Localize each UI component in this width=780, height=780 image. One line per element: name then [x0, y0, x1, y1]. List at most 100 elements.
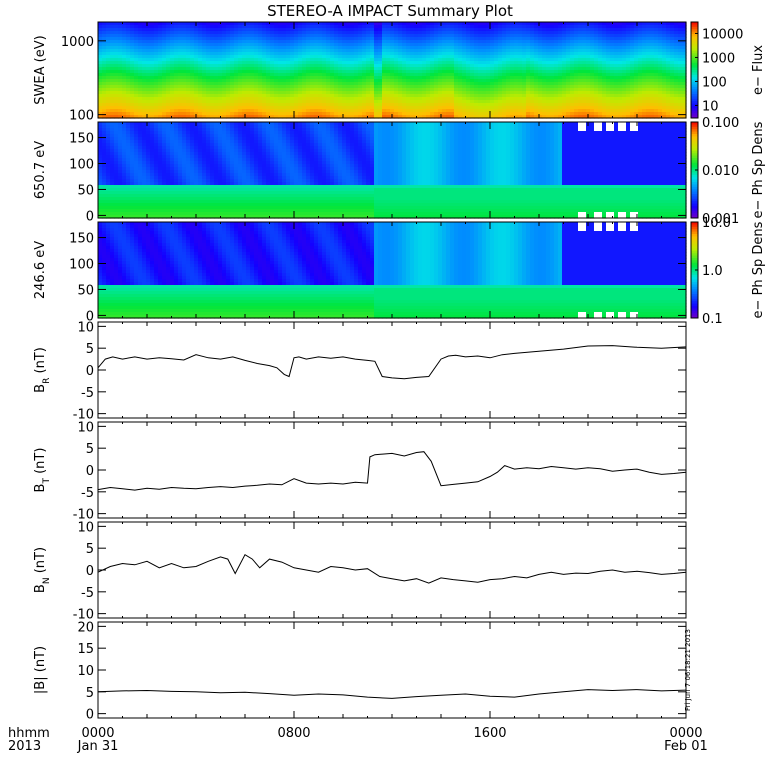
- heat-cell: [558, 103, 563, 107]
- heat-cell: [358, 94, 363, 98]
- heat-cell: [582, 88, 587, 92]
- heat-cell: [358, 115, 363, 119]
- heat-cell: [646, 28, 651, 32]
- heat-cell: [410, 103, 415, 107]
- heat-cell: [158, 85, 163, 89]
- heat-cell: [114, 112, 119, 116]
- heat-cell: [170, 43, 175, 47]
- heat-cell: [642, 97, 647, 101]
- heat-cell: [410, 76, 415, 80]
- heat-cell: [530, 22, 535, 26]
- heat-cell: [534, 109, 539, 113]
- heat-cell: [478, 88, 483, 92]
- heat-cell: [110, 34, 115, 38]
- heat-cell: [374, 76, 379, 80]
- heat-cell: [658, 79, 663, 83]
- heat-cell: [490, 40, 495, 44]
- heat-cell: [106, 143, 111, 147]
- heat-cell: [230, 76, 235, 80]
- heat-cell: [150, 61, 155, 65]
- heat-cell: [362, 61, 367, 65]
- heat-cell: [638, 109, 643, 113]
- heat-cell: [182, 73, 187, 77]
- heat-cell: [570, 34, 575, 38]
- heat-cell: [306, 58, 311, 62]
- heat-cell: [654, 100, 659, 104]
- heat-cell: [590, 79, 595, 83]
- heat-cell: [426, 37, 431, 41]
- heat-cell: [470, 85, 475, 89]
- heat-cell: [354, 64, 359, 68]
- heat-cell: [338, 49, 343, 53]
- heat-cell: [674, 25, 679, 29]
- heat-cell: [134, 76, 139, 80]
- heat-cell: [214, 94, 219, 98]
- heat-cell: [214, 58, 219, 62]
- heat-cell: [294, 100, 299, 104]
- heat-cell: [298, 40, 303, 44]
- heat-cell: [106, 85, 111, 89]
- heat-cell: [114, 158, 119, 162]
- heat-cell: [138, 52, 143, 56]
- heat-cell: [106, 140, 111, 144]
- heat-cell: [298, 91, 303, 95]
- heat-cell: [314, 79, 319, 83]
- heat-cell: [286, 55, 291, 59]
- heat-cell: [646, 58, 651, 62]
- heat-cell: [506, 34, 511, 38]
- heat-cell: [414, 94, 419, 98]
- heat-cell: [638, 85, 643, 89]
- heat-cell: [402, 49, 407, 53]
- heat-cell: [622, 103, 627, 107]
- heat-cell: [142, 22, 147, 26]
- heat-cell: [210, 43, 215, 47]
- heat-cell: [234, 94, 239, 98]
- heat-cell: [618, 88, 623, 92]
- heat-cell: [122, 55, 127, 59]
- heat-cell: [486, 55, 491, 59]
- heat-cell: [618, 34, 623, 38]
- heat-cell: [370, 100, 375, 104]
- heat-cell: [322, 91, 327, 95]
- heat-cell: [554, 46, 559, 50]
- heat-cell: [110, 215, 115, 219]
- heat-cell: [646, 61, 651, 65]
- heat-cell: [654, 49, 659, 53]
- heat-cell: [438, 109, 443, 113]
- heat-cell: [462, 79, 467, 83]
- heat-cell: [530, 43, 535, 47]
- heat-cell: [642, 70, 647, 74]
- heat-cell: [466, 25, 471, 29]
- heat-cell: [250, 91, 255, 95]
- heat-cell: [398, 106, 403, 110]
- heat-cell: [98, 215, 103, 219]
- heat-cell: [358, 22, 363, 26]
- heat-cell: [570, 76, 575, 80]
- heat-cell: [142, 61, 147, 65]
- heat-cell: [630, 49, 635, 53]
- heat-cell: [170, 37, 175, 41]
- heat-cell: [482, 76, 487, 80]
- heat-cell: [506, 109, 511, 113]
- heat-cell: [606, 97, 611, 101]
- heat-cell: [234, 70, 239, 74]
- heat-cell: [254, 109, 259, 113]
- heat-cell: [206, 70, 211, 74]
- heat-cell: [582, 22, 587, 26]
- heat-cell: [674, 73, 679, 77]
- heat-cell: [226, 37, 231, 41]
- heat-cell: [618, 22, 623, 26]
- heat-cell: [454, 91, 459, 95]
- heat-cell: [666, 37, 671, 41]
- heat-cell: [490, 31, 495, 35]
- heat-cell: [558, 100, 563, 104]
- heat-cell: [362, 100, 367, 104]
- heat-cell: [538, 46, 543, 50]
- heat-cell: [306, 91, 311, 95]
- heat-cell: [602, 55, 607, 59]
- heat-cell: [98, 146, 103, 150]
- heat-cell: [198, 49, 203, 53]
- heat-cell: [114, 40, 119, 44]
- heat-cell: [386, 28, 391, 32]
- heat-cell: [98, 176, 103, 180]
